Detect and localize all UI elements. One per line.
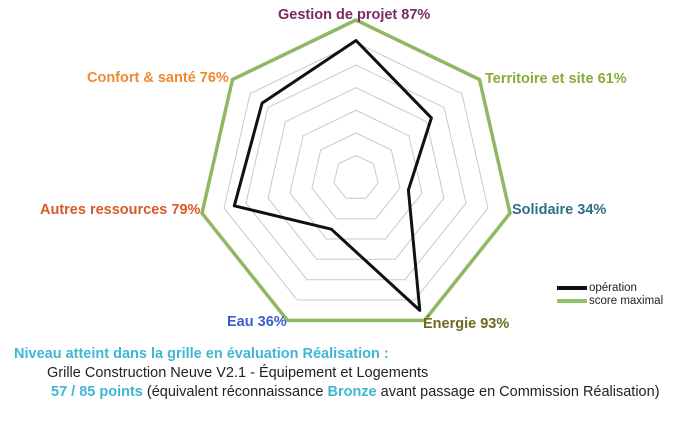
axis-label-solidaire: Solidaire 34%: [512, 202, 607, 218]
legend-label-score-maximal: score maximal: [589, 294, 664, 307]
axis-label-territoire-et-site: Territoire et site 61%: [485, 71, 627, 87]
axis-label-autres-ressources: Autres ressources 79%: [40, 202, 201, 218]
grid-ring-1: [333, 154, 379, 199]
grid-ring-3: [289, 109, 423, 240]
caption-grid-line: Grille Construction Neuve V2.1 - Équipem…: [47, 365, 429, 381]
evaluation-caption: Niveau atteint dans la grille en évaluat…: [14, 345, 674, 402]
axis-label-eau: Eau 36%: [227, 314, 287, 330]
grid-ring-5: [245, 64, 467, 281]
grid-ring-4: [267, 87, 445, 260]
radar-series: [200, 18, 512, 323]
legend-label-operation: opération: [589, 281, 637, 294]
radar-grid: [201, 19, 511, 321]
caption-equivalence-suffix: avant passage en Commission Réalisation): [380, 384, 660, 400]
radar-chart: [200, 18, 512, 323]
legend-swatch-score-maximal: [557, 298, 587, 303]
series-operation: [232, 39, 433, 312]
caption-level: Bronze: [327, 384, 377, 400]
caption-points: 57 / 85 points: [51, 384, 143, 400]
legend-item-operation: opération: [557, 281, 663, 294]
caption-equivalence-prefix: (équivalent réconnaissance: [146, 384, 324, 400]
legend-swatch-operation: [557, 285, 587, 290]
caption-points-line: 57 / 85 points (équivalent réconnaissanc…: [14, 383, 674, 402]
series-score-maximal: [200, 18, 512, 323]
grid-ring-2: [311, 132, 401, 220]
chart-legend: opération score maximal: [557, 281, 663, 307]
caption-heading: Niveau atteint dans la grille en évaluat…: [14, 346, 389, 362]
grid-ring-6: [223, 42, 489, 301]
axis-label-gestion-de-projet: Gestion de projet 87%: [278, 7, 431, 23]
axis-label-energie: Énergie 93%: [423, 316, 510, 332]
axis-label-confort-sante: Confort & santé 76%: [87, 70, 229, 86]
legend-item-score-maximal: score maximal: [557, 294, 663, 307]
